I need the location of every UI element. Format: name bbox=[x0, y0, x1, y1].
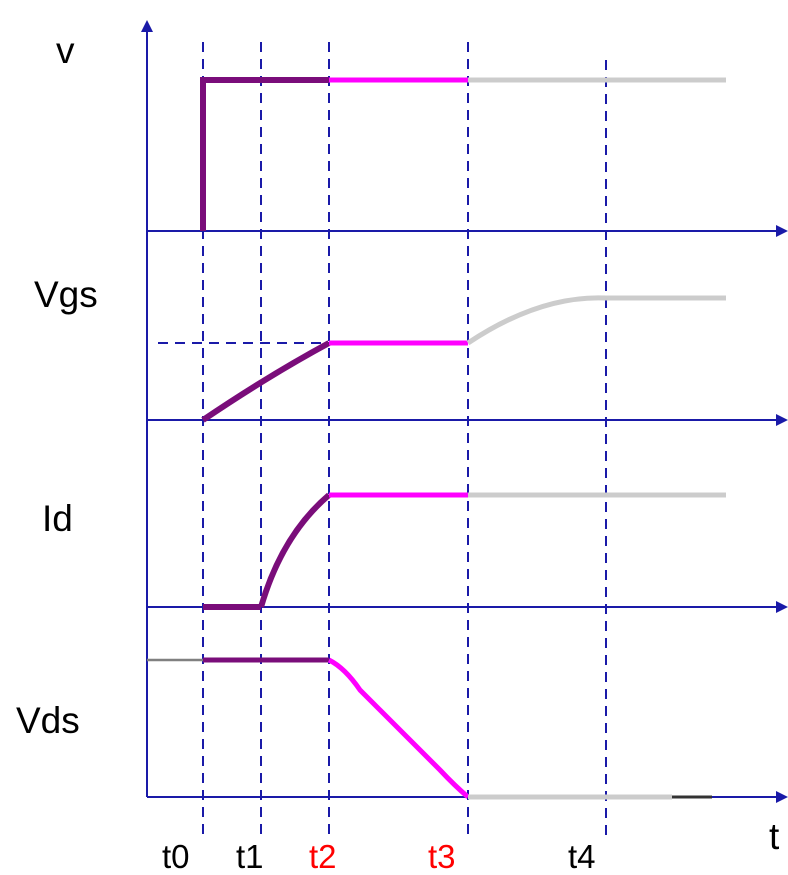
vds-fall-t2-t3 bbox=[327, 657, 470, 799]
time-axis-label: t bbox=[769, 816, 780, 857]
vds-label: Vds bbox=[16, 700, 80, 741]
t4-label: t4 bbox=[568, 838, 596, 875]
t3-label: t3 bbox=[428, 838, 456, 875]
vgs-rise-t0-t2 bbox=[201, 340, 331, 423]
vgs-label: Vgs bbox=[34, 274, 98, 315]
gate-drive-label: v bbox=[56, 30, 75, 71]
id-label: Id bbox=[42, 498, 73, 539]
gate-drive-step-t0-t2 bbox=[200, 77, 329, 231]
t1-label: t1 bbox=[236, 838, 264, 875]
t2-label: t2 bbox=[309, 838, 337, 875]
t0-label: t0 bbox=[162, 838, 190, 875]
id-rise-t1-t2 bbox=[258, 492, 331, 608]
vgs-rise-after-t3 bbox=[466, 295, 726, 346]
